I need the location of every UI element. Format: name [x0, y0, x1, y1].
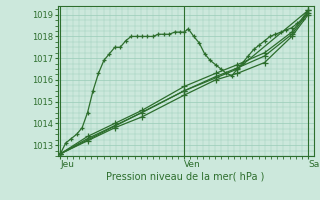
- X-axis label: Pression niveau de la mer( hPa ): Pression niveau de la mer( hPa ): [107, 172, 265, 182]
